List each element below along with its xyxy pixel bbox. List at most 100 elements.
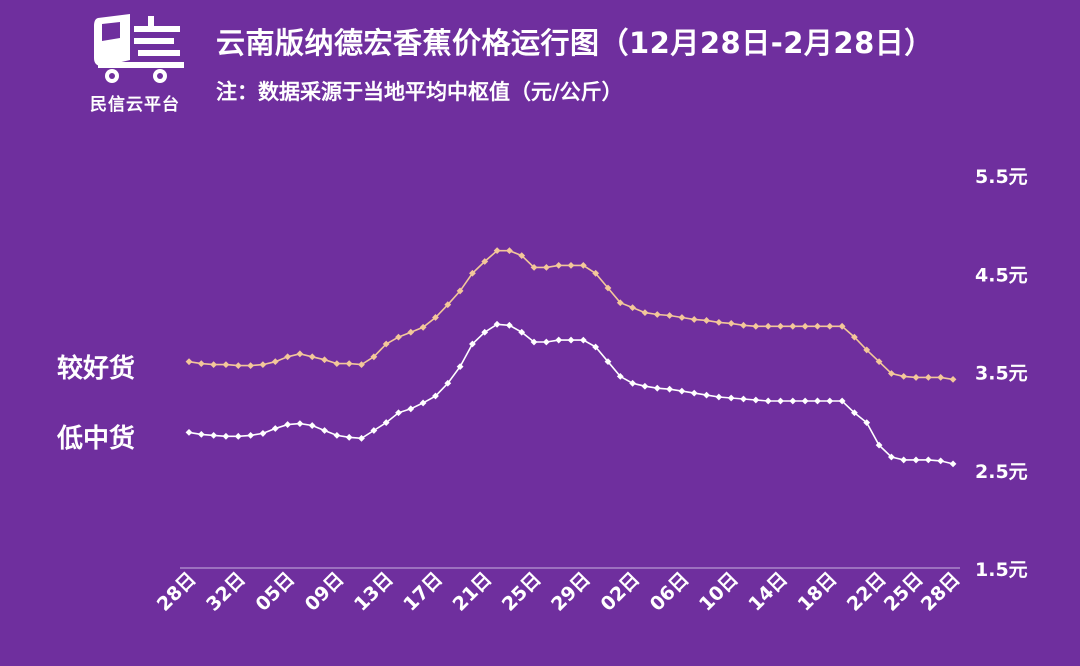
data-point-good <box>518 252 526 259</box>
data-point-good <box>814 322 821 330</box>
data-point-low <box>407 405 415 413</box>
data-point-low <box>197 431 205 438</box>
x-tick-label: 05日 <box>251 568 299 616</box>
data-point-good <box>321 356 328 364</box>
data-point-low <box>271 425 279 432</box>
data-point-low <box>826 397 834 405</box>
data-point-low <box>814 397 821 405</box>
data-point-good <box>727 319 735 327</box>
data-point-good <box>863 346 871 354</box>
data-point-low <box>579 336 587 344</box>
data-point-low <box>308 422 316 429</box>
data-point-good <box>345 360 353 368</box>
series-label-low: 低中货 <box>57 424 136 454</box>
data-point-low <box>345 433 353 441</box>
data-point-good <box>924 373 932 381</box>
data-point-low <box>777 397 784 405</box>
data-point-low <box>727 394 735 402</box>
data-point-good <box>469 269 476 277</box>
data-point-good <box>629 304 636 312</box>
delivery-truck-icon <box>94 14 184 83</box>
data-point-good <box>493 247 501 255</box>
data-point-low <box>604 358 612 366</box>
series-label-good: 较好货 <box>57 354 136 384</box>
data-point-good <box>949 375 957 383</box>
data-point-low <box>555 336 563 344</box>
data-point-low <box>641 382 649 390</box>
data-point-good <box>296 350 304 358</box>
data-point-low <box>937 457 945 465</box>
data-point-low <box>296 420 304 427</box>
y-tick-label: 1.5元 <box>975 559 1028 581</box>
data-point-low <box>234 432 242 440</box>
data-point-good <box>752 322 760 330</box>
data-point-low <box>210 432 218 439</box>
data-point-low <box>690 389 698 397</box>
data-point-good <box>333 360 341 368</box>
data-point-low <box>505 321 513 329</box>
x-tick-label: 25日 <box>498 568 546 616</box>
data-point-good <box>592 269 600 277</box>
x-tick-label: 18日 <box>794 568 842 616</box>
chart-subtitle: 注：数据采源于当地平均中枢值（元/公斤） <box>216 80 623 104</box>
data-point-good <box>937 373 945 381</box>
data-point-low <box>740 395 747 403</box>
data-point-good <box>185 358 193 366</box>
series-line-low <box>188 323 954 465</box>
x-tick-label: 10日 <box>695 568 743 616</box>
data-point-good <box>641 309 649 316</box>
data-point-good <box>395 333 402 341</box>
data-point-good <box>530 263 538 271</box>
x-tick-label: 13日 <box>350 568 398 616</box>
x-tick-label: 22日 <box>843 568 891 616</box>
data-point-good <box>678 314 686 321</box>
data-point-low <box>838 397 846 405</box>
x-tick-label: 25日 <box>880 568 928 616</box>
data-point-good <box>407 328 415 336</box>
data-point-low <box>333 431 341 439</box>
x-tick-label: 17日 <box>399 568 447 616</box>
data-point-good <box>543 263 550 271</box>
logo: 民信云平台 <box>80 10 190 115</box>
data-point-good <box>912 374 920 381</box>
data-point-good <box>506 247 513 255</box>
data-point-good <box>604 284 612 292</box>
data-point-low <box>567 336 575 344</box>
y-tick-label: 2.5元 <box>975 461 1028 483</box>
logo-text: 民信云平台 <box>90 95 180 115</box>
data-point-good <box>653 311 661 318</box>
x-tick-label: 06日 <box>646 568 694 616</box>
data-point-low <box>419 399 427 407</box>
data-point-good <box>789 322 797 330</box>
data-point-good <box>900 373 908 380</box>
data-point-low <box>949 460 957 468</box>
data-point-good <box>826 322 834 330</box>
data-point-good <box>740 321 747 329</box>
data-point-good <box>666 312 673 319</box>
series-line-good <box>188 249 954 381</box>
data-point-good <box>222 361 230 368</box>
data-point-low <box>247 431 255 439</box>
data-point-low <box>789 397 797 405</box>
y-tick-label: 3.5元 <box>975 363 1028 385</box>
data-point-good <box>197 360 205 368</box>
x-tick-label: 09日 <box>301 568 349 616</box>
x-tick-label: 21日 <box>449 568 497 616</box>
x-tick-label: 32日 <box>202 568 250 616</box>
x-tick-label: 29日 <box>547 568 595 616</box>
data-point-good <box>777 322 784 330</box>
y-tick-label: 4.5元 <box>975 264 1028 286</box>
data-point-low <box>222 432 230 440</box>
x-tick-label: 14日 <box>744 568 792 616</box>
x-tick-label: 02日 <box>596 568 644 616</box>
data-point-good <box>690 316 698 323</box>
data-point-good <box>284 353 292 361</box>
data-point-low <box>666 385 673 393</box>
data-point-low <box>764 397 772 405</box>
data-point-low <box>801 397 809 405</box>
data-point-low <box>678 387 686 395</box>
data-point-good <box>703 317 710 324</box>
data-point-low <box>542 338 550 346</box>
data-point-low <box>924 456 932 464</box>
data-point-good <box>308 353 316 361</box>
